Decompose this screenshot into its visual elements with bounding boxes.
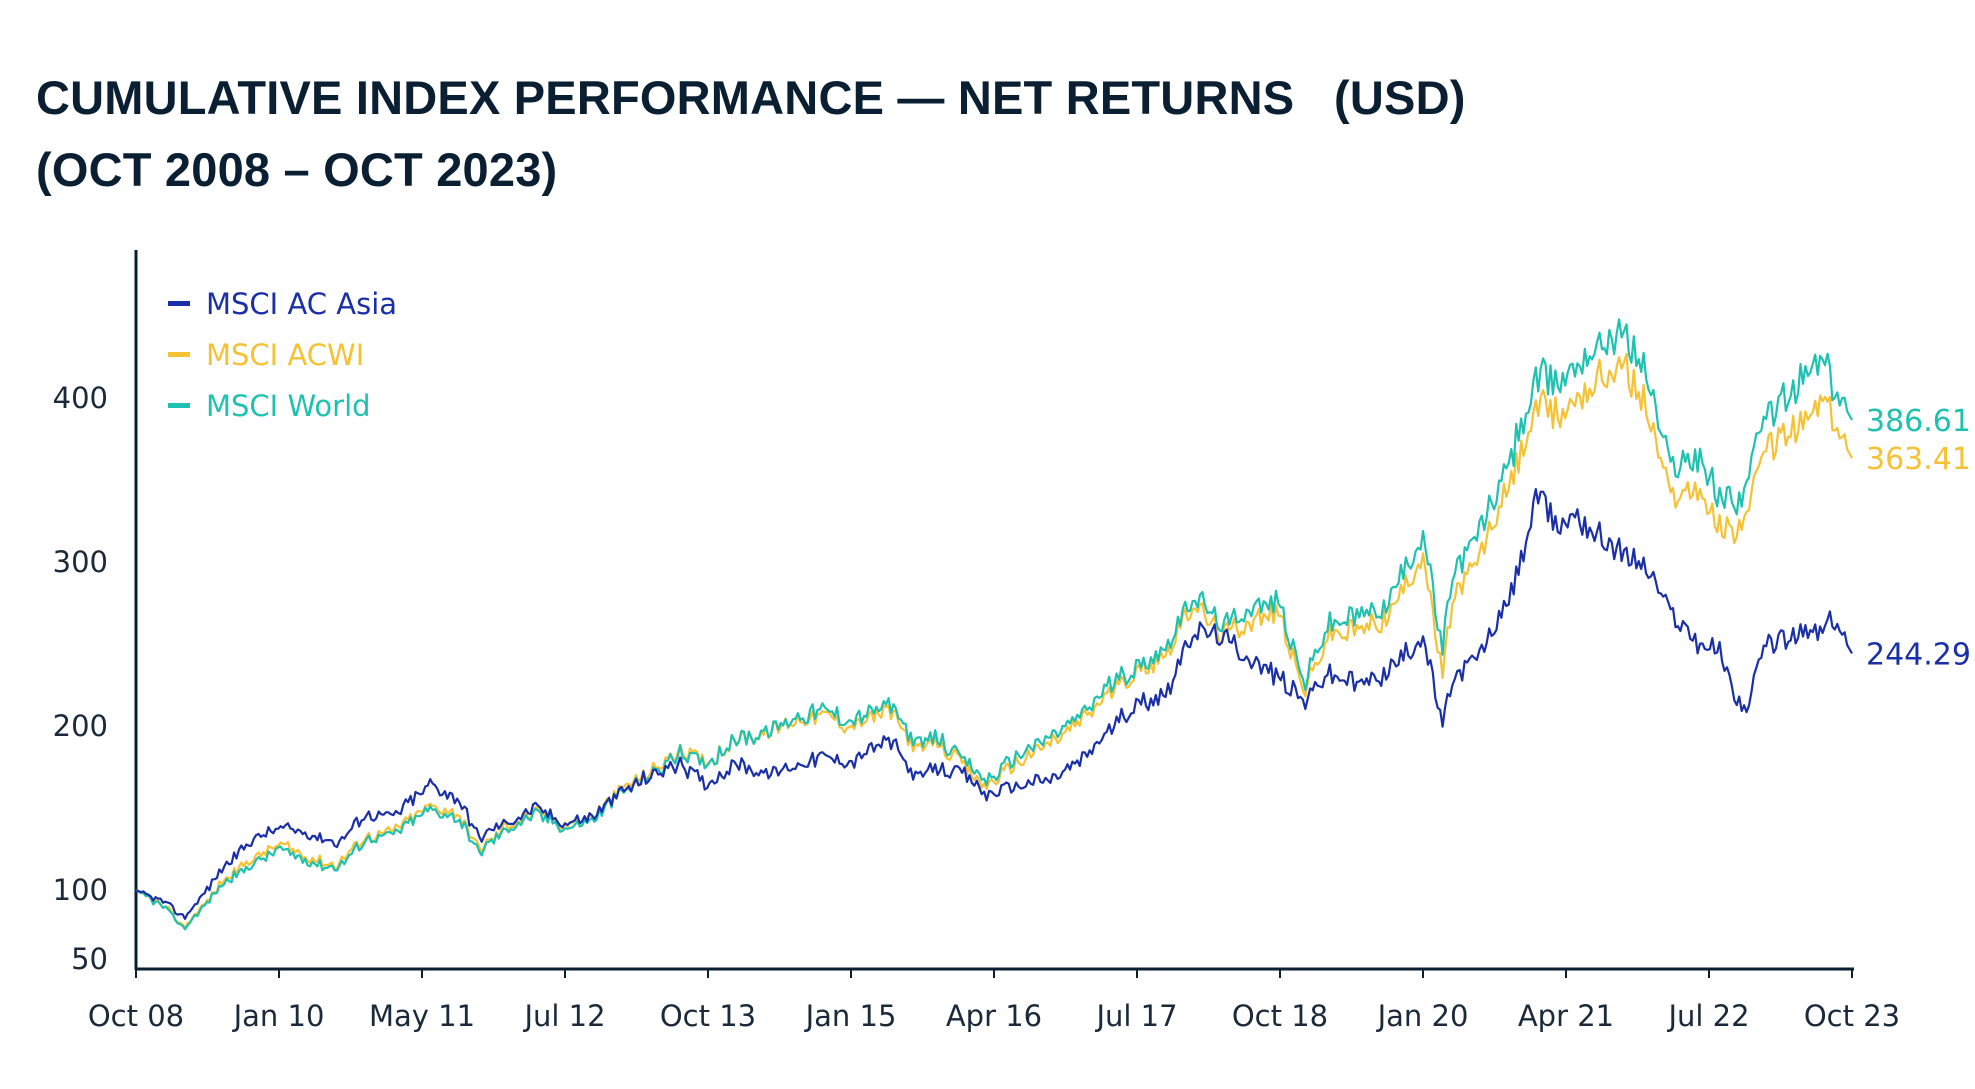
- y-tick-label: 400: [53, 381, 108, 415]
- x-tick-label: Oct 23: [1804, 999, 1900, 1033]
- x-tick-label: Jan 10: [232, 999, 325, 1033]
- chart-legend: MSCI AC Asia MSCI ACWI MSCI World: [168, 287, 397, 423]
- x-tick-label: Jan 15: [804, 999, 897, 1033]
- legend-swatch: [168, 352, 190, 357]
- series-lines: [135, 318, 1853, 931]
- x-tick-label: Oct 18: [1232, 999, 1328, 1033]
- x-axis-ticks: Oct 08 Jan 10 May 11 Jul 12 Oct 13 Jan 15 Apr …: [88, 969, 1900, 1033]
- legend-label: MSCI ACWI: [206, 338, 364, 372]
- x-tick-label: Oct 13: [660, 999, 756, 1033]
- legend-swatch: [168, 403, 190, 408]
- x-tick-label: Jul 12: [522, 999, 605, 1033]
- legend-label: MSCI AC Asia: [206, 287, 397, 321]
- x-tick-label: Apr 21: [1518, 999, 1614, 1033]
- legend-swatch: [168, 301, 190, 306]
- series-line-msci-acwi: [135, 353, 1853, 930]
- x-tick-label: Jul 17: [1094, 999, 1177, 1033]
- y-tick-label: 100: [53, 873, 108, 907]
- y-tick-label: 200: [53, 709, 108, 743]
- chart-axes: [134, 250, 1854, 971]
- chart-title-line-1: CUMULATIVE INDEX PERFORMANCE — NET RETUR…: [36, 71, 1466, 124]
- chart-title: CUMULATIVE INDEX PERFORMANCE — NET RETUR…: [36, 62, 1466, 206]
- y-tick-label: 50: [71, 942, 108, 976]
- x-tick-label: Oct 08: [88, 999, 184, 1033]
- y-axis-ticks: 50 100 200 300 400: [53, 381, 108, 976]
- end-value-label-msci-world: 386.61: [1866, 404, 1971, 439]
- y-tick-label: 300: [53, 545, 108, 579]
- x-tick-label: May 11: [369, 999, 475, 1033]
- end-value-label-msci-acwi: 363.41: [1866, 442, 1971, 477]
- chart-title-line-2: (OCT 2008 – OCT 2023): [36, 143, 558, 196]
- x-tick-label: Jan 20: [1376, 999, 1469, 1033]
- end-value-label-msci-ac-asia: 244.29: [1866, 637, 1971, 672]
- series-line-msci-ac-asia: [135, 488, 1853, 921]
- series-line-msci-world: [135, 318, 1853, 931]
- x-tick-label: Apr 16: [946, 999, 1042, 1033]
- x-tick-label: Jul 22: [1666, 999, 1749, 1033]
- legend-label: MSCI World: [206, 389, 371, 423]
